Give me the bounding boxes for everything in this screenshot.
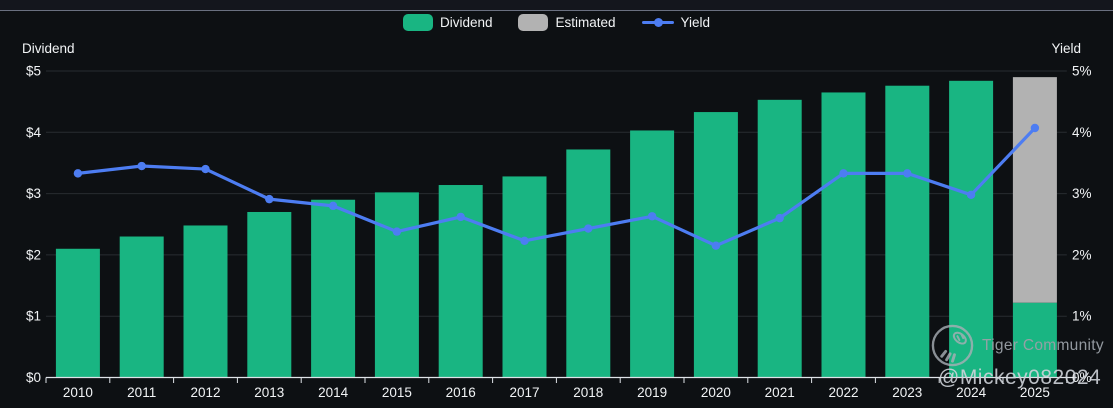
- yield-point-2012[interactable]: [201, 164, 210, 174]
- chart-legend: Dividend Estimated Yield: [0, 12, 1113, 32]
- x-tick-label: 2014: [318, 385, 349, 400]
- yield-point-2023[interactable]: [903, 169, 912, 178]
- tiger-logo-icon: [931, 324, 974, 367]
- bar-dividend-2024[interactable]: [949, 80, 994, 378]
- legend-label-yield: Yield: [680, 14, 711, 30]
- bar-dividend-2023[interactable]: [885, 85, 930, 378]
- left-tick-label: $0: [26, 370, 41, 385]
- left-tick-label: $4: [26, 125, 42, 140]
- x-tick-label: 2021: [765, 385, 795, 400]
- yield-point-2017[interactable]: [520, 236, 529, 246]
- left-tick-label: $3: [26, 186, 41, 201]
- x-tick-label: 2013: [254, 385, 284, 400]
- right-tick-label: 0%: [1072, 370, 1092, 385]
- yield-point-2010[interactable]: [73, 169, 83, 178]
- yield-line: [76, 126, 1037, 248]
- x-tick-label: 2017: [509, 385, 539, 400]
- top-border: [0, 0, 1113, 11]
- yield-point-2013[interactable]: [265, 194, 274, 204]
- yield-point-2018[interactable]: [584, 224, 593, 233]
- yield-point-2021[interactable]: [775, 213, 784, 223]
- right-tick-label: 2%: [1072, 247, 1092, 262]
- yield-line-icon: [641, 14, 674, 31]
- bar-dividend-2012[interactable]: [183, 225, 228, 378]
- bar-dividend-2010[interactable]: [55, 248, 100, 378]
- x-tick-label: 2022: [828, 385, 858, 400]
- bar-dividend-2015[interactable]: [374, 192, 419, 378]
- bar-dividend-2022[interactable]: [821, 92, 866, 378]
- right-tick-label: 4%: [1072, 125, 1092, 140]
- yield-point-2019[interactable]: [647, 212, 657, 221]
- left-tick-label: $5: [26, 64, 41, 79]
- yield-point-2014[interactable]: [328, 201, 338, 211]
- left-tick-label: $1: [26, 309, 41, 324]
- x-tick-label: 2020: [701, 385, 731, 400]
- legend-item-estimated[interactable]: Estimated: [518, 13, 616, 31]
- x-tick-label: 2023: [892, 385, 922, 400]
- x-tick-label: 2012: [190, 385, 220, 400]
- left-tick-label: $2: [26, 247, 41, 262]
- watermark: Tiger Community: [929, 322, 1109, 370]
- left-axis-title: Dividend: [22, 41, 75, 56]
- yield-point-2022[interactable]: [839, 169, 848, 178]
- x-tick-label: 2018: [573, 385, 603, 400]
- x-tick-label: 2010: [63, 385, 93, 400]
- right-tick-label: 3%: [1072, 186, 1092, 201]
- estimated-swatch-icon: [518, 13, 549, 31]
- watermark-handle: @Mickey082024: [938, 366, 1102, 389]
- watermark-community-label: Tiger Community: [982, 337, 1104, 354]
- x-tick-label: 2011: [127, 385, 156, 400]
- x-tick-label: 2025: [1020, 385, 1050, 400]
- x-tick-label: 2019: [637, 385, 667, 400]
- bar-dividend-2011[interactable]: [119, 236, 164, 378]
- bar-dividend-2017[interactable]: [502, 176, 547, 378]
- legend-item-yield[interactable]: Yield: [641, 14, 711, 31]
- bar-estimated-2025[interactable]: [1012, 77, 1057, 303]
- bar-dividend-2013[interactable]: [247, 211, 292, 378]
- yield-point-2020[interactable]: [711, 241, 721, 250]
- right-axis-title: Yield: [1051, 41, 1081, 56]
- x-tick-label: 2016: [446, 385, 476, 400]
- right-tick-label: 1%: [1072, 309, 1092, 324]
- right-tick-label: 5%: [1072, 64, 1092, 79]
- x-tick-label: 2024: [956, 385, 987, 400]
- bar-dividend-2025[interactable]: [1012, 302, 1057, 378]
- yield-point-2024[interactable]: [966, 190, 976, 200]
- yield-point-2011[interactable]: [137, 161, 146, 171]
- bar-dividend-2014[interactable]: [311, 199, 356, 378]
- x-tick-label: 2015: [382, 385, 412, 400]
- yield-point-2015[interactable]: [392, 227, 402, 236]
- yield-point-2016[interactable]: [456, 212, 465, 222]
- legend-label-dividend: Dividend: [439, 14, 493, 30]
- bar-dividend-2018[interactable]: [566, 149, 611, 378]
- yield-point-2025[interactable]: [1030, 123, 1040, 133]
- legend-item-dividend[interactable]: Dividend: [402, 13, 493, 31]
- legend-label-estimated: Estimated: [555, 14, 616, 30]
- dividend-swatch-icon: [402, 13, 433, 31]
- bar-dividend-2019[interactable]: [630, 130, 675, 378]
- bar-dividend-2021[interactable]: [757, 99, 802, 378]
